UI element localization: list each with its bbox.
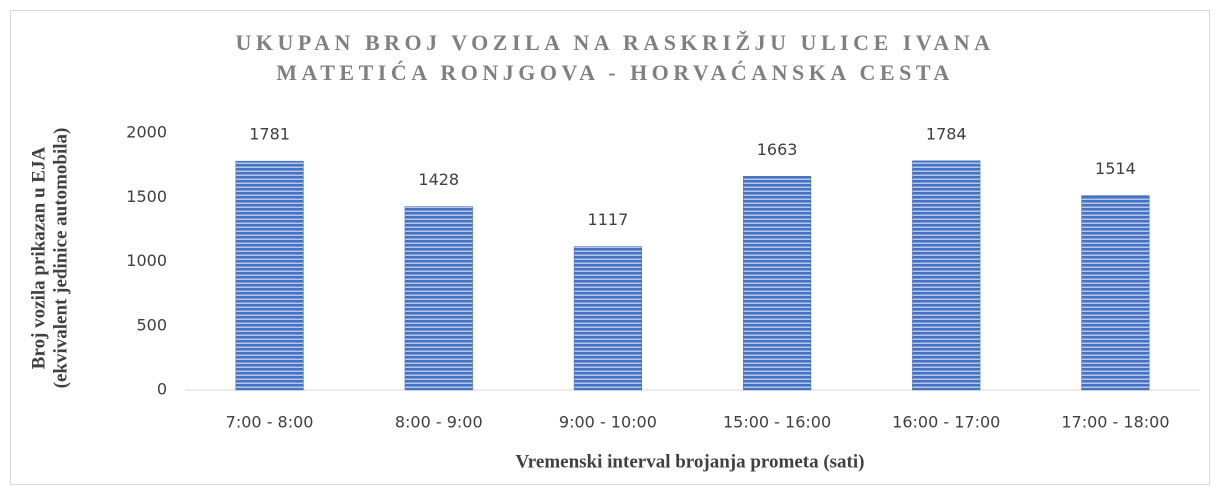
data-label: 1663 (757, 140, 798, 159)
chart-frame (10, 10, 1210, 485)
data-label: 1784 (926, 124, 967, 143)
y-tick-label: 1000 (126, 251, 167, 270)
x-tick-label: 15:00 - 16:00 (723, 413, 831, 432)
y-tick-label: 2000 (126, 123, 167, 142)
x-axis-title: Vremenski interval brojanja prometa (sat… (516, 451, 865, 472)
data-label: 1514 (1095, 159, 1136, 178)
x-tick-label: 16:00 - 17:00 (892, 413, 1000, 432)
data-label: 1117 (588, 210, 629, 229)
y-axis-title: Broj vozila prikazan u EJA (28, 147, 49, 370)
data-label: 1428 (418, 170, 459, 189)
y-tick-label: 0 (157, 380, 167, 399)
y-axis-title: (ekvivalent jedinice automobila) (50, 128, 71, 389)
x-tick-label: 17:00 - 18:00 (1061, 413, 1169, 432)
x-tick-label: 8:00 - 9:00 (395, 413, 483, 432)
bar (404, 206, 473, 391)
bar (743, 176, 812, 391)
bar (235, 160, 304, 391)
x-tick-label: 7:00 - 8:00 (226, 413, 314, 432)
bar (912, 160, 981, 391)
y-tick-label: 1500 (126, 187, 167, 206)
x-tick-label: 9:00 - 10:00 (559, 413, 657, 432)
data-label: 1781 (249, 125, 290, 144)
bar (573, 246, 642, 391)
chart-title: MATETIĆA RONJGOVA - HORVAĆANSKA CESTA (276, 60, 954, 85)
bar (1081, 195, 1150, 391)
chart-title: UKUPAN BROJ VOZILA NA RASKRIŽJU ULICE IV… (235, 30, 994, 55)
y-tick-label: 500 (136, 315, 167, 334)
